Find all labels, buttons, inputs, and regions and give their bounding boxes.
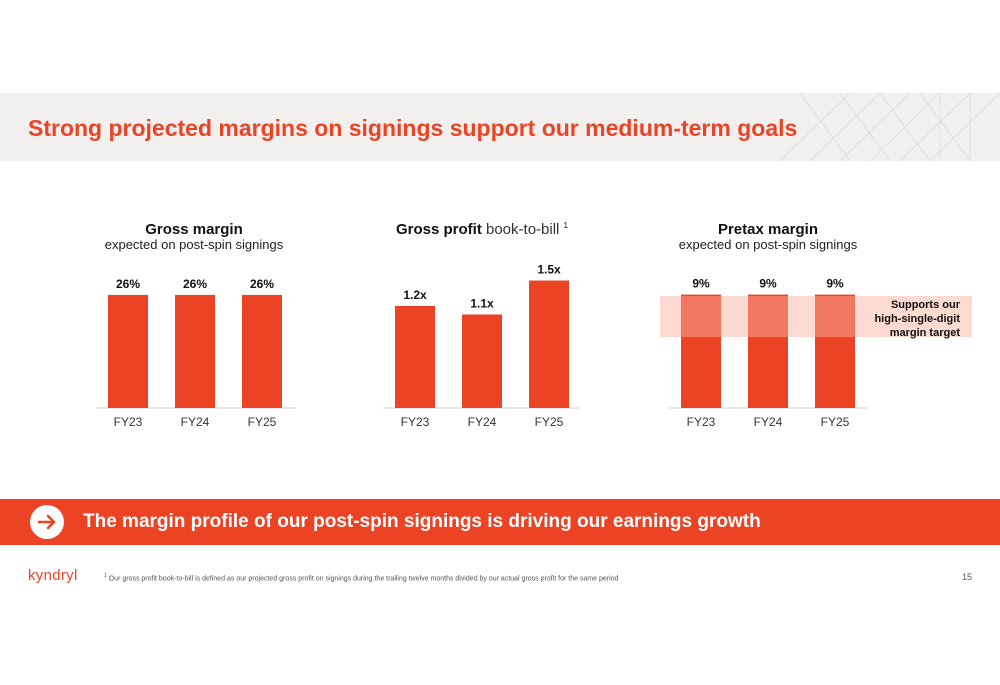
decorative-line-pattern: [779, 93, 1000, 161]
x-tick-label: FY24: [754, 415, 783, 429]
gross-profit-chart: 1.2x FY23 1.1x FY24 1.5x FY25: [383, 263, 580, 429]
bar-fy24: [748, 294, 788, 408]
x-tick-label: FY24: [181, 415, 210, 429]
pretax-margin-title: Pretax margin: [717, 221, 819, 238]
header-band: Strong projected margins on signings sup…: [0, 93, 1000, 161]
x-tick-label: FY25: [535, 415, 564, 429]
gross-profit-title-bold: Gross profit: [395, 221, 482, 238]
footnote-marker: 1: [104, 573, 107, 579]
slide-title: Strong projected margins on signings sup…: [28, 115, 798, 141]
gross-profit-title: Gross profit book-to-bill 1: [352, 221, 612, 238]
bar-target-overlay: [681, 296, 721, 337]
bar-target-overlay: [748, 296, 788, 337]
bar-fy24: [175, 294, 215, 408]
gross-margin-chart: 26% FY23 26% FY24 26% FY25: [96, 277, 296, 429]
bar-fy25: [815, 294, 855, 408]
callout-text: The margin profile of our post-spin sign…: [83, 511, 761, 532]
footnote: 1 Our gross profit book-to-bill is defin…: [104, 573, 618, 582]
gross-profit-title-light: book-to-bill: [486, 221, 560, 238]
bar-fy23: [108, 294, 148, 408]
data-label: 1.2x: [403, 288, 427, 302]
bar-target-overlay: [815, 296, 855, 337]
footnote-text: Our gross profit book-to-bill is defined…: [108, 575, 619, 583]
bar-fy23: [395, 306, 435, 408]
data-label: 1.5x: [537, 263, 561, 277]
data-label: 9%: [826, 277, 844, 291]
page-number: 15: [961, 572, 972, 582]
data-label: 26%: [250, 277, 274, 291]
margin-target-note: Supports our high-single-digit margin ta…: [874, 299, 960, 339]
pretax-margin-chart: 9% FY23 9% FY24 9% FY25: [669, 277, 868, 429]
data-label: 9%: [692, 277, 710, 291]
x-tick-label: FY25: [821, 415, 850, 429]
gross-margin-title: Gross margin: [145, 221, 243, 238]
arrow-right-icon: [30, 505, 64, 539]
x-tick-label: FY23: [687, 415, 716, 429]
callout-banner: The margin profile of our post-spin sign…: [0, 499, 1000, 545]
bar-fy25: [529, 280, 569, 408]
kyndryl-logo: kyndryl: [28, 567, 78, 584]
data-label: 26%: [183, 277, 207, 291]
x-tick-label: FY25: [248, 415, 277, 429]
x-tick-label: FY23: [114, 415, 143, 429]
x-tick-label: FY23: [401, 415, 430, 429]
data-label: 9%: [759, 277, 777, 291]
gross-margin-subtitle: expected on post-spin signings: [104, 237, 284, 252]
data-label: 26%: [116, 277, 140, 291]
bar-fy23: [681, 294, 721, 408]
bar-fy24: [462, 314, 502, 408]
bar-fy25: [242, 294, 282, 408]
data-label: 1.1x: [470, 297, 494, 311]
pretax-margin-subtitle: expected on post-spin signings: [678, 237, 858, 252]
x-tick-label: FY24: [468, 415, 497, 429]
footnote-ref: 1: [563, 221, 568, 230]
